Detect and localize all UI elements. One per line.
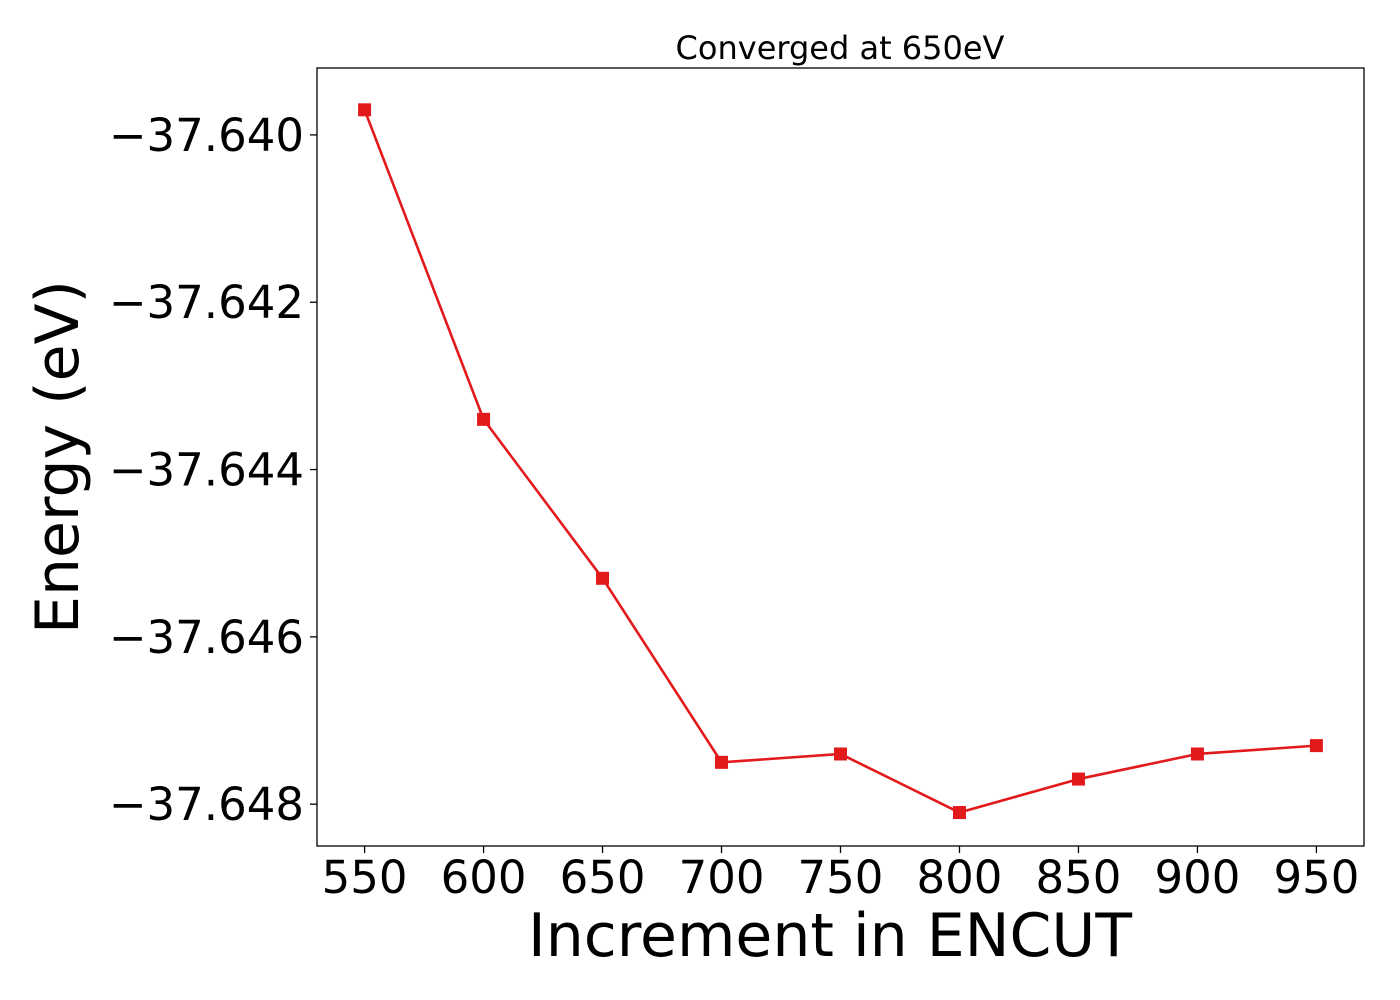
x-tick-label: 950	[1273, 851, 1359, 904]
axes-frame	[316, 67, 1365, 847]
x-tick-label: 650	[560, 851, 646, 904]
data-point	[358, 103, 372, 117]
data-point	[1190, 747, 1204, 761]
x-tick-label: 800	[917, 851, 1003, 904]
data-point	[596, 571, 610, 585]
x-axis-label: Increment in ENCUT	[528, 901, 1132, 971]
series-line	[363, 109, 1317, 814]
data-point	[477, 412, 491, 426]
data-point	[834, 747, 847, 761]
y-axis-label: Energy (eV)	[23, 280, 93, 634]
x-tick-label: 750	[798, 851, 884, 904]
x-tick-label: 600	[441, 851, 527, 904]
y-tick-label: −37.640	[109, 109, 304, 162]
y-tick-label: −37.646	[109, 611, 304, 664]
y-tick-label: −37.642	[109, 276, 304, 329]
data-point	[1071, 772, 1085, 786]
x-tick-label: 550	[322, 851, 408, 904]
data-point	[952, 806, 966, 820]
y-tick-label: −37.648	[109, 778, 304, 831]
x-tick-label: 900	[1154, 851, 1240, 904]
y-tick-label: −37.644	[109, 444, 304, 497]
data-point	[1309, 739, 1323, 753]
data-point	[715, 755, 729, 769]
plot-area: 550 600 650 700 750 800 850 900 950 −37.640 −37.64…	[109, 67, 1365, 904]
x-tick-label: 700	[679, 851, 765, 904]
x-tick-label: 850	[1036, 851, 1122, 904]
chart-title: Converged at 650eV	[676, 29, 1005, 67]
